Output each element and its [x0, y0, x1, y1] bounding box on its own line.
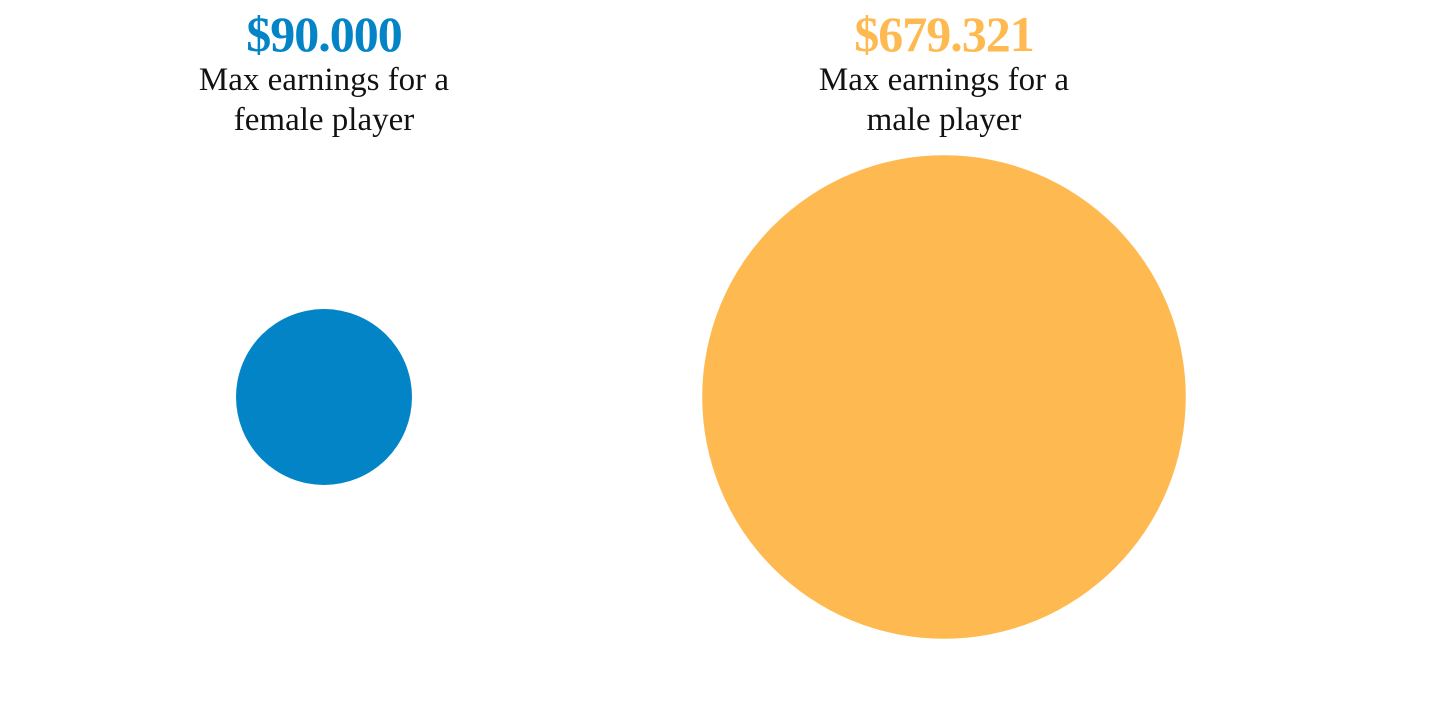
category-label: Max earnings for a female player — [198, 62, 450, 138]
value-label: $90.000 — [246, 6, 403, 62]
category-label: Max earnings for a male player — [818, 62, 1070, 138]
value-label: $679.321 — [854, 6, 1035, 62]
bubble — [236, 309, 412, 485]
bubble — [702, 155, 1186, 639]
